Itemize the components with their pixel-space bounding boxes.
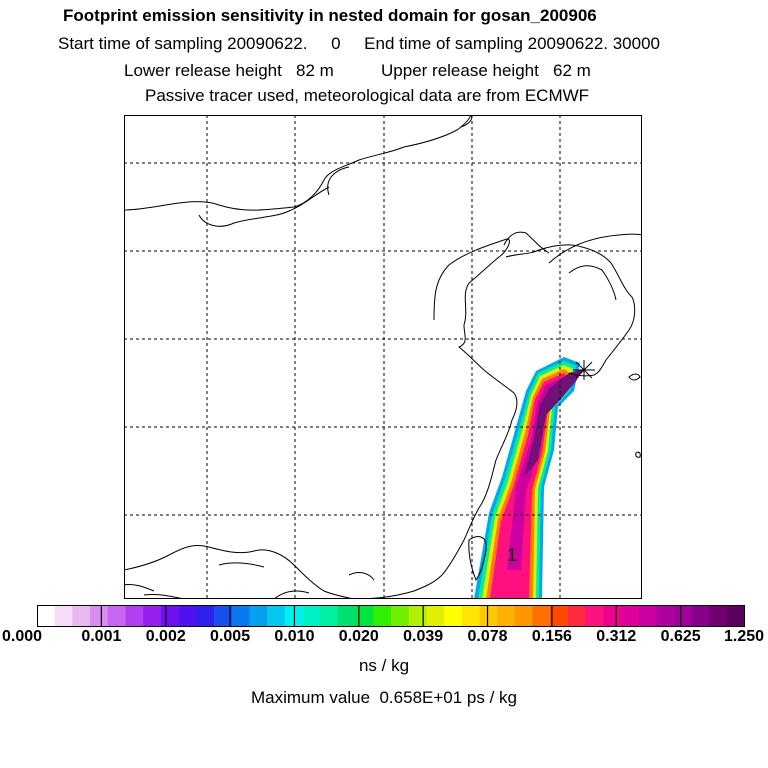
coastlines xyxy=(124,115,642,599)
colorbar-segment xyxy=(603,605,622,627)
graticule xyxy=(124,115,642,599)
colorbar-segment xyxy=(337,605,357,627)
title-line-1: Footprint emission sensitivity in nested… xyxy=(63,6,597,25)
colorbar-segment xyxy=(674,605,693,627)
colorbar-tick-label: 0.156 xyxy=(531,628,572,645)
colorbar-tick-labels: 0.000 0.001 0.002 0.005 0.010 0.020 0.039 0.078… xyxy=(0,628,768,650)
colorbar-segment xyxy=(656,605,675,627)
colorbar-segment xyxy=(249,605,268,627)
colorbar-segment xyxy=(532,605,551,627)
plume-label: 1 xyxy=(507,545,517,565)
tracer-info-line: Passive tracer used, meteorological data… xyxy=(145,86,590,105)
map-frame xyxy=(124,115,642,599)
colorbar-segment xyxy=(638,605,658,627)
colorbar-segment xyxy=(107,605,127,627)
colorbar-segment xyxy=(621,605,640,627)
colorbar xyxy=(37,605,745,627)
colorbar-segment xyxy=(497,605,516,627)
colorbar-segment xyxy=(585,605,604,627)
colorbar-tick-label: 0.005 xyxy=(210,628,251,645)
colorbar-segment xyxy=(355,605,374,627)
colorbar-segment xyxy=(178,605,197,627)
colorbar-segment xyxy=(568,605,587,627)
colorbar-segment xyxy=(37,605,56,627)
colorbar-tick-label: 0.001 xyxy=(81,628,122,645)
colorbar-segment xyxy=(391,605,410,627)
colorbar-tick-label: 0.625 xyxy=(660,628,701,645)
colorbar-segment xyxy=(160,605,180,627)
colorbar-segment xyxy=(320,605,339,627)
colorbar-segment xyxy=(54,605,73,627)
colorbar-segment xyxy=(90,605,109,627)
colorbar-segment xyxy=(426,605,445,627)
colorbar-segment xyxy=(125,605,144,627)
colorbar-segment xyxy=(691,605,711,627)
colorbar-segment xyxy=(514,605,534,627)
colorbar-tick-label: 0.039 xyxy=(403,628,444,645)
colorbar-tick-label: 1.250 xyxy=(723,628,765,645)
colorbar-segment xyxy=(196,605,215,627)
colorbar-segment xyxy=(444,605,463,627)
emission-plume xyxy=(474,357,584,599)
footprint-map: 1 xyxy=(124,115,642,599)
colorbar-segment xyxy=(373,605,392,627)
colorbar-frame xyxy=(37,605,745,627)
sampling-time-line: Start time of sampling 20090622. 0 End t… xyxy=(58,34,660,53)
colorbar-segment xyxy=(550,605,569,627)
colorbar-tick-label: 0.020 xyxy=(338,628,379,645)
colorbar-segment xyxy=(461,605,481,627)
colorbar-segment xyxy=(214,605,233,627)
colorbar-segment xyxy=(143,605,162,627)
release-site-marker xyxy=(573,360,595,380)
colorbar-segment xyxy=(727,605,745,627)
colorbar-segment xyxy=(479,605,498,627)
release-height-line: Lower release height 82 m Upper release … xyxy=(124,61,591,80)
colorbar-segment xyxy=(709,605,728,627)
colorbar-tick-label: 0.010 xyxy=(274,628,315,645)
colorbar-unit: ns / kg xyxy=(358,656,410,675)
colorbar-segment xyxy=(408,605,427,627)
colorbar-segment xyxy=(302,605,321,627)
max-value-line: Maximum value 0.658E+01 ps / kg xyxy=(251,688,517,707)
colorbar-segment xyxy=(231,605,250,627)
colorbar-segment xyxy=(72,605,91,627)
colorbar-segment xyxy=(267,605,286,627)
colorbar-tick-label: 0.312 xyxy=(596,628,637,645)
colorbar-tick-label: 0.078 xyxy=(467,628,508,645)
colorbar-tick-label: 0.000 xyxy=(1,628,43,645)
colorbar-tick-label: 0.002 xyxy=(145,628,186,645)
